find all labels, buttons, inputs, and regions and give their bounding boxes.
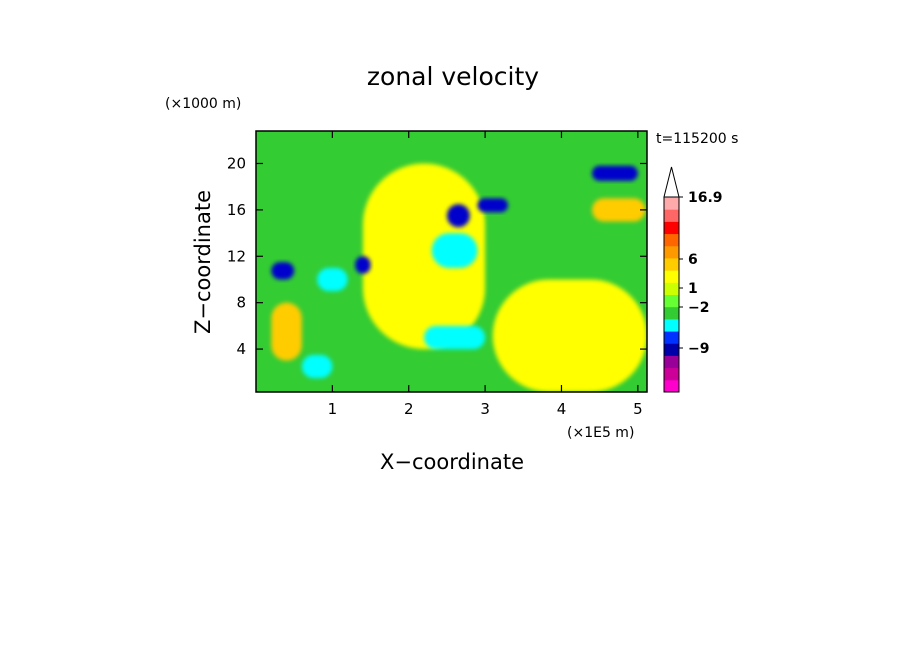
field-region (301, 354, 333, 379)
x-axis-label: X−coordinate (380, 450, 524, 474)
colorbar-label: −2 (688, 300, 709, 316)
x-unit-label: (×1E5 m) (567, 425, 634, 441)
x-tick-label: 3 (480, 400, 490, 418)
y-axis: 4 8 12 16 20 (227, 154, 647, 358)
colorbar-swatch (664, 257, 679, 271)
colorbar-swatch (664, 294, 679, 308)
field-region (592, 198, 646, 222)
colorbar-swatch (664, 343, 679, 356)
colorbar-swatch (664, 331, 679, 344)
chart-title: zonal velocity (367, 62, 539, 91)
colorbar-swatch (664, 367, 679, 381)
field-region (492, 279, 647, 392)
y-tick-label: 4 (236, 340, 246, 358)
y-tick-label: 16 (227, 201, 246, 219)
x-tick-label: 1 (328, 400, 338, 418)
field-region (424, 325, 486, 350)
y-tick-label: 8 (236, 294, 246, 312)
colorbar-label: 1 (688, 281, 698, 297)
field-region (355, 256, 371, 274)
colorbar-swatch (664, 197, 679, 210)
y-unit-label: (×1000 m) (165, 96, 241, 112)
colorbar-swatch (664, 221, 679, 235)
x-tick-label: 2 (404, 400, 414, 418)
field-region (271, 262, 295, 280)
y-axis-label: Z−coordinate (191, 190, 215, 334)
y-tick-label: 20 (227, 154, 246, 172)
colorbar-swatch (664, 318, 679, 332)
colorbar-swatch (664, 282, 679, 295)
y-tick-label: 12 (227, 247, 246, 265)
heatmap-field (256, 131, 647, 392)
field-region (431, 233, 478, 268)
colorbar-swatch (664, 209, 679, 222)
colorbar-frame (663, 196, 680, 393)
plot-frame (255, 130, 648, 393)
x-tick-label: 5 (633, 400, 643, 418)
colorbar-label: 16.9 (688, 190, 723, 206)
colorbar: 16.9 6 1 −2 −9 (663, 166, 723, 393)
field-region (477, 198, 509, 213)
x-axis: 1 2 3 4 5 (328, 131, 643, 418)
colorbar-swatch (664, 306, 679, 320)
colorbar-swatch (664, 355, 679, 369)
colorbar-label: −9 (688, 341, 709, 357)
colorbar-swatch (664, 245, 679, 259)
field-region (317, 267, 348, 292)
colorbar-extend-arrow (663, 166, 680, 198)
colorbar-label: 6 (688, 252, 698, 268)
field-region (271, 302, 302, 361)
field-region (446, 204, 470, 228)
time-label: t=115200 s (656, 131, 738, 147)
colorbar-swatch (664, 233, 679, 247)
x-tick-label: 4 (557, 400, 567, 418)
colorbar-swatch (664, 379, 679, 393)
colorbar-swatch (664, 270, 679, 283)
field-region (592, 165, 638, 181)
